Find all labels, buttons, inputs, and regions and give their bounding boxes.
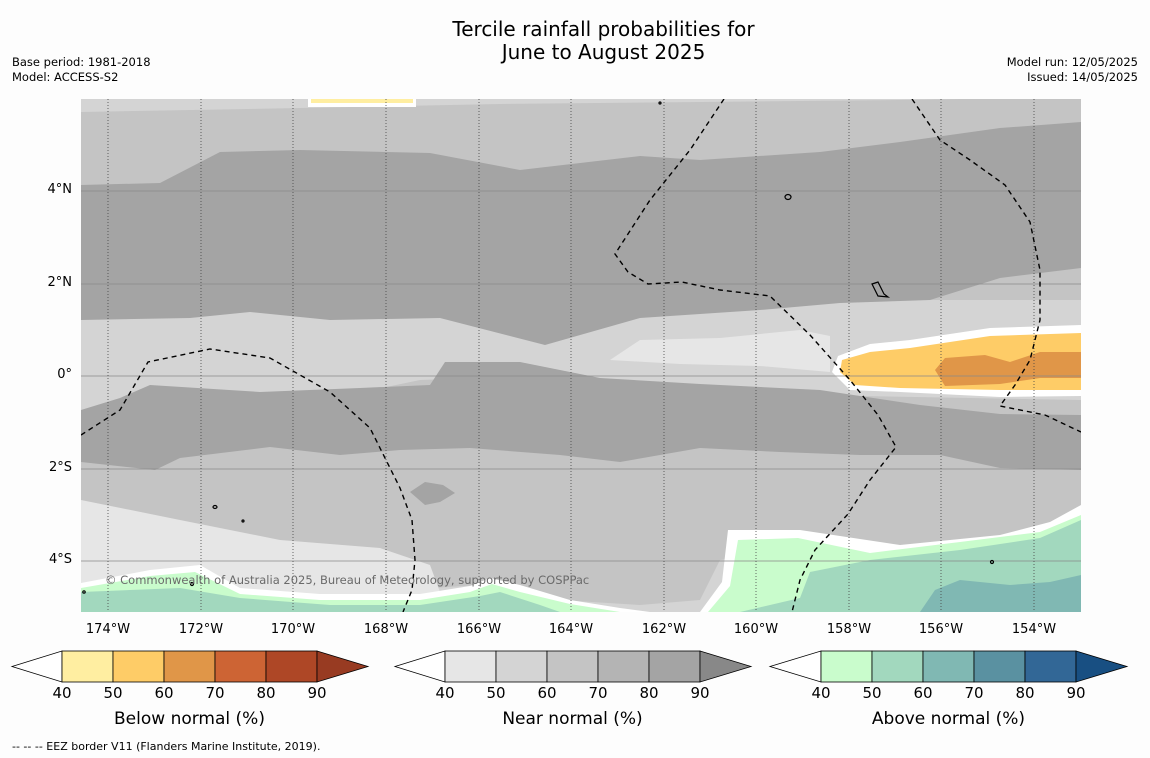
above-normal-colorbar-title: Above normal (%): [871, 709, 1026, 729]
model-run: Model run: 12/05/2025: [1006, 55, 1138, 69]
below-normal-colorbar-tick: 70: [205, 684, 225, 702]
copyright-text: © Commonwealth of Australia 2025, Bureau…: [105, 573, 590, 587]
above-normal-colorbar-cell: [922, 650, 975, 683]
latitude-label: 0°: [57, 367, 72, 382]
below-normal-colorbar-tick: 90: [307, 684, 327, 702]
below-normal-colorbar-tick: 50: [103, 684, 123, 702]
longitude-label: 172°W: [178, 622, 224, 637]
above-normal-colorbar-under-arrow: [768, 650, 822, 683]
near-normal-colorbar-cell: [597, 650, 650, 683]
issued-date: Issued: 14/05/2025: [1027, 70, 1138, 84]
near-normal-colorbar-cell: [546, 650, 599, 683]
latitude-label: 2°S: [48, 460, 72, 475]
near-normal-colorbar-tick: 50: [486, 684, 506, 702]
above-normal-colorbar-tick: 60: [913, 684, 933, 702]
above-normal-colorbar-over-arrow: [1075, 650, 1129, 683]
longitude-label: 168°W: [363, 622, 409, 637]
eez-border-lines: [81, 99, 1081, 612]
above-normal-colorbar-cell: [1024, 650, 1077, 683]
near-normal-patch-dark-south: [410, 482, 455, 505]
near-normal-colorbar-tick: 40: [435, 684, 455, 702]
map-title: Tercile rainfall probabilities for June …: [0, 18, 1150, 64]
latitude-gridlines: [81, 190, 1081, 562]
above-normal-60: [920, 575, 1081, 612]
above-normal-colorbar-cell: [871, 650, 924, 683]
map-plot-area: [81, 99, 1081, 612]
near-normal-colorbar-cell: [495, 650, 548, 683]
below-normal-colorbar: [10, 650, 370, 683]
near-normal-colorbar-tick: 60: [537, 684, 557, 702]
longitude-label: 156°W: [918, 622, 964, 637]
longitude-label: 160°W: [733, 622, 779, 637]
near-normal-colorbar-over-arrow: [699, 650, 753, 683]
above-normal-colorbar: [768, 650, 1129, 683]
near-normal-colorbar-title: Near normal (%): [502, 709, 643, 729]
near-normal-band-south-d: [81, 362, 1081, 470]
near-normal-colorbar-tick: 80: [639, 684, 659, 702]
near-normal-colorbar: [393, 650, 753, 683]
above-normal-colorbar-cell: [820, 650, 873, 683]
meta-left: Base period: 1981-2018 Model: ACCESS-S2: [12, 55, 151, 85]
longitude-label: 174°W: [85, 622, 131, 637]
latitude-label: 2°N: [47, 275, 73, 290]
near-normal-patch-light-eq: [610, 330, 830, 372]
below-normal-colorbar-cell: [112, 650, 165, 683]
below-normal-colorbar-tick: 80: [256, 684, 276, 702]
below-normal-colorbar-cell: [214, 650, 267, 683]
longitude-label: 158°W: [826, 622, 872, 637]
longitude-label: 154°W: [1011, 622, 1057, 637]
latitude-label: 4°S: [48, 552, 72, 567]
above-normal-colorbar-tick: 70: [964, 684, 984, 702]
base-period: Base period: 1981-2018: [12, 55, 151, 69]
near-normal-colorbar-tick: 70: [588, 684, 608, 702]
below-normal-colorbar-under-arrow: [10, 650, 63, 683]
longitude-label: 164°W: [548, 622, 594, 637]
above-normal-colorbar-cell: [973, 650, 1026, 683]
below-normal-colorbar-cell: [163, 650, 216, 683]
near-normal-colorbar-cell: [648, 650, 701, 683]
below-normal-colorbar-tick: 40: [52, 684, 72, 702]
near-normal-colorbar-cell: [444, 650, 497, 683]
below-normal-colorbar-over-arrow: [316, 650, 370, 683]
model-name: Model: ACCESS-S2: [12, 70, 119, 84]
near-normal-band-north-d: [81, 122, 1081, 345]
near-normal-colorbar-under-arrow: [393, 650, 446, 683]
footnote-eez: -- -- -- EEZ border V11 (Flanders Marine…: [12, 740, 321, 753]
title-line-2: June to August 2025: [501, 40, 706, 64]
below-normal-top-40: [311, 99, 413, 103]
below-normal-colorbar-tick: 60: [154, 684, 174, 702]
longitude-label: 170°W: [270, 622, 316, 637]
above-normal-colorbar-tick: 40: [811, 684, 831, 702]
longitude-label: 162°W: [641, 622, 687, 637]
below-normal-colorbar-cell: [265, 650, 318, 683]
below-normal-60: [935, 352, 1081, 386]
title-line-1: Tercile rainfall probabilities for: [452, 17, 755, 41]
above-normal-colorbar-tick: 50: [862, 684, 882, 702]
above-normal-colorbar-tick: 90: [1066, 684, 1086, 702]
near-normal-colorbar-tick: 90: [690, 684, 710, 702]
island-outlines: [82, 101, 995, 594]
below-normal-colorbar-cell: [61, 650, 114, 683]
above-normal-colorbar-tick: 80: [1015, 684, 1035, 702]
colorbar-group: [10, 650, 1129, 683]
longitude-label: 166°W: [456, 622, 502, 637]
below-normal-colorbar-title: Below normal (%): [114, 709, 265, 729]
latitude-label: 4°N: [47, 182, 73, 197]
meta-right: Model run: 12/05/2025 Issued: 14/05/2025: [1007, 55, 1138, 85]
